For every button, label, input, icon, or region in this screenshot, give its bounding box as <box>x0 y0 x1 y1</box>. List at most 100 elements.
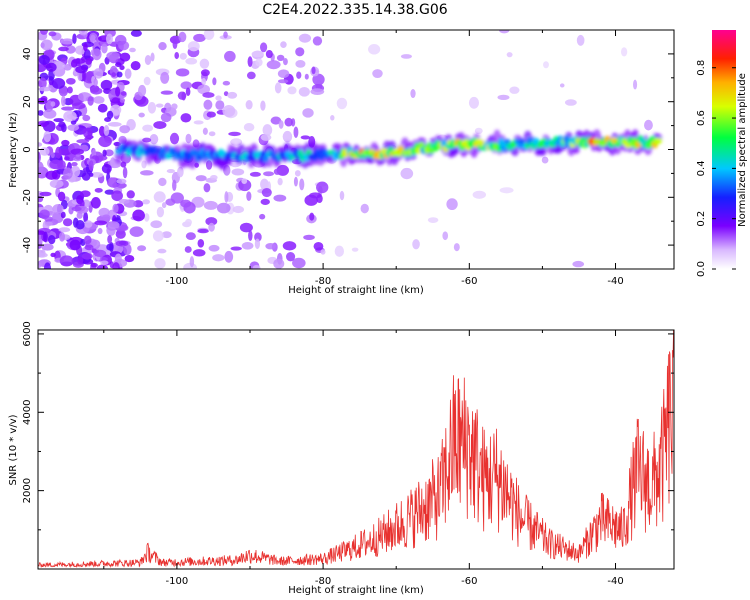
heatmap-speckle <box>79 190 91 198</box>
snr-axes: -100 -80 -60 -40 2000 4000 6000 <box>22 321 674 587</box>
heatmap-speckle <box>260 133 272 141</box>
heatmap-speckle <box>265 49 273 59</box>
heatmap-speckle <box>38 142 43 147</box>
y-tick-label: 2000 <box>22 478 33 503</box>
heatmap-speckle <box>123 243 132 256</box>
heatmap-speckle <box>208 222 215 232</box>
heatmap-speckle <box>40 122 48 128</box>
heatmap-speckle <box>222 80 231 86</box>
heatmap-speckle <box>203 183 211 193</box>
x-tick-label: -60 <box>461 276 477 287</box>
heatmap-speckle <box>171 103 178 110</box>
heatmap-speckle <box>294 170 301 177</box>
heatmap-speckle <box>67 86 73 94</box>
heatmap-speckle <box>293 126 299 138</box>
heatmap-speckle <box>197 228 209 234</box>
heatmap-speckle <box>60 95 66 107</box>
heatmap-speckle <box>72 58 86 64</box>
heatmap-speckle <box>299 178 305 191</box>
heatmap-speckle <box>205 160 213 170</box>
heatmap-speckle <box>152 230 164 242</box>
heatmap-speckle <box>215 95 222 101</box>
spectrogram-panel: -100 -80 -60 -40 -40 -20 0 20 40 Height of strai… <box>8 29 675 296</box>
heatmap-speckle <box>252 265 261 269</box>
heatmap-speckle <box>108 177 115 185</box>
colorbar: 0.0 0.2 0.4 0.6 0.8 Normalized spectral ampl… <box>696 30 748 277</box>
heatmap-speckle <box>75 153 82 160</box>
heatmap-speckle <box>107 235 113 244</box>
y-tick-label: -20 <box>22 189 33 205</box>
heatmap-speckle <box>107 122 122 127</box>
heatmap-speckle <box>251 50 264 58</box>
heatmap-speckle <box>336 97 348 110</box>
heatmap-speckle <box>90 197 101 209</box>
heatmap-speckle <box>223 31 228 39</box>
heatmap-speckle <box>255 58 263 67</box>
heatmap-speckle <box>160 90 174 95</box>
heatmap-speckle <box>497 94 510 101</box>
heatmap-speckle <box>241 178 248 185</box>
heatmap-speckle <box>160 112 172 123</box>
heatmap-speckle <box>38 54 50 65</box>
heatmap-speckle <box>114 34 127 46</box>
heatmap-speckle <box>72 102 86 110</box>
heatmap-speckle <box>180 81 193 90</box>
heatmap-speckle <box>38 261 42 269</box>
heatmap-speckle <box>137 245 147 252</box>
heatmap-speckle <box>38 86 52 92</box>
heatmap-speckle <box>215 100 225 110</box>
heatmap-speckle <box>58 121 66 128</box>
heatmap-speckle <box>83 43 88 52</box>
heatmap-speckle <box>224 191 229 203</box>
heatmap-speckle <box>295 47 305 57</box>
heatmap-speckle <box>195 175 207 182</box>
y-tick-label: 20 <box>22 95 33 108</box>
heatmap-speckle <box>339 190 345 201</box>
heatmap-speckle <box>106 33 113 45</box>
heatmap-speckle <box>144 54 152 66</box>
heatmap-speckle <box>59 255 74 267</box>
heatmap-speckle <box>142 199 150 205</box>
heatmap-speckle <box>295 60 306 68</box>
snr-frame <box>37 329 675 570</box>
heatmap-speckle <box>60 211 66 219</box>
heatmap-speckle <box>61 106 75 111</box>
heatmap-speckle <box>84 220 93 228</box>
heatmap-speckle <box>277 69 290 79</box>
heatmap-speckle <box>97 227 103 235</box>
heatmap-speckle <box>104 149 114 157</box>
x-tick-label: -80 <box>315 276 331 287</box>
heatmap-speckle <box>400 54 413 59</box>
heatmap-speckle <box>249 171 261 177</box>
heatmap-speckle <box>96 264 108 269</box>
colorbar-tick-label: 0.8 <box>696 60 707 76</box>
heatmap-speckle <box>193 33 206 43</box>
heatmap-speckle <box>296 71 302 79</box>
heatmap-speckle <box>154 258 166 269</box>
heatmap-speckle <box>64 156 70 161</box>
heatmap-speckle <box>150 220 163 229</box>
heatmap-speckle <box>38 252 48 258</box>
heatmap-speckle <box>48 234 56 245</box>
heatmap-speckle <box>187 41 200 52</box>
heatmap-speckle <box>368 44 381 55</box>
heatmap-speckle <box>120 161 127 168</box>
heatmap-speckle <box>193 120 204 125</box>
heatmap-speckle <box>192 249 206 257</box>
heatmap-speckle <box>90 262 98 268</box>
heatmap-speckle <box>147 101 157 114</box>
heatmap-speckle <box>633 79 638 90</box>
heatmap-speckle <box>282 241 297 251</box>
heatmap-speckle <box>43 109 57 119</box>
x-tick-label: -60 <box>461 576 477 587</box>
heatmap-speckle <box>277 79 289 84</box>
x-tick-label: -40 <box>607 576 623 587</box>
heatmap-speckle <box>40 39 53 51</box>
heatmap-speckle <box>620 47 628 57</box>
heatmap-speckle <box>179 52 187 60</box>
heatmap-speckle <box>101 163 112 174</box>
heatmap-speckle <box>48 31 57 37</box>
heatmap-speckle <box>156 206 165 218</box>
heatmap-speckle <box>266 60 281 70</box>
